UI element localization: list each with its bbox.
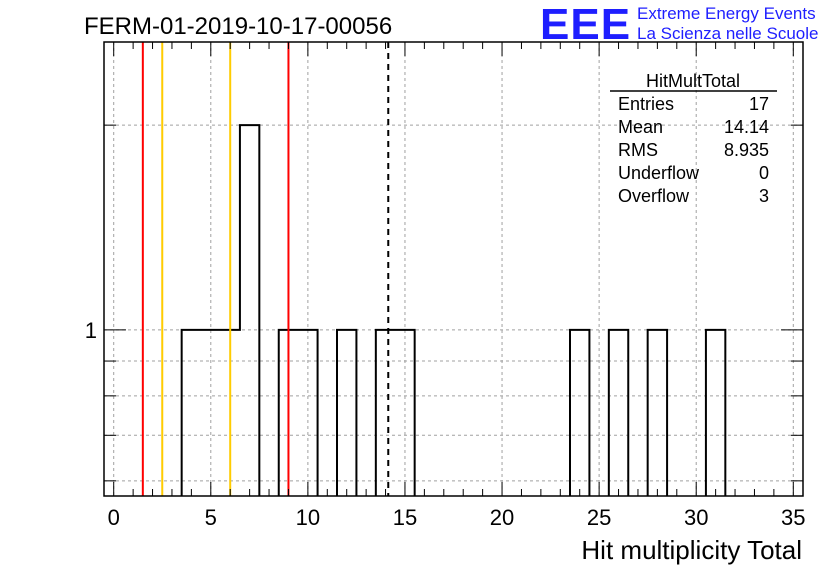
x-tick-label: 0 — [108, 505, 120, 530]
eee-logo-line1: Extreme Energy Events — [637, 4, 816, 23]
plot-frame — [103, 41, 804, 497]
stats-row-label: Overflow — [618, 186, 690, 206]
x-tick-label: 5 — [205, 505, 217, 530]
stats-row-value: 17 — [749, 94, 769, 114]
stats-row-label: RMS — [618, 140, 658, 160]
histogram-bin — [706, 330, 725, 496]
stats-box: HitMultTotal Entries 17 Mean 14.14 RMS 8.935 U… — [610, 71, 777, 206]
x-tick-label: 25 — [587, 505, 611, 530]
histogram-bin — [376, 330, 415, 496]
y-tick-label: 1 — [85, 318, 97, 343]
histogram-bin — [240, 125, 259, 496]
x-tick-label: 30 — [684, 505, 708, 530]
axis-ticks: 0 5 10 15 20 25 30 351 — [85, 42, 806, 530]
stats-row-label: Mean — [618, 117, 663, 137]
stats-row-label: Underflow — [618, 163, 700, 183]
histogram-bin — [609, 330, 628, 496]
histogram-bars — [180, 124, 727, 496]
x-tick-label: 15 — [393, 505, 417, 530]
histogram-bin — [337, 330, 356, 496]
stats-row-value: 8.935 — [724, 140, 769, 160]
eee-logo: EEE Extreme Energy Events La Scienza nel… — [540, 0, 818, 49]
x-axis-label: Hit multiplicity Total — [581, 535, 802, 565]
plot-frame-rect — [103, 41, 804, 497]
grid — [104, 42, 803, 496]
histogram-bin — [648, 330, 667, 496]
chart-title: FERM-01-2019-10-17-00056 — [84, 13, 392, 40]
stats-row-value: 14.14 — [724, 117, 769, 137]
stats-row-value: 0 — [759, 163, 769, 183]
stats-row-label: Entries — [618, 94, 674, 114]
histogram-outline — [180, 124, 727, 496]
marker-lines — [141, 42, 390, 496]
x-tick-label: 10 — [296, 505, 320, 530]
x-tick-label: 20 — [490, 505, 514, 530]
stats-title: HitMultTotal — [646, 71, 740, 91]
eee-logo-mark: EEE — [540, 0, 631, 49]
stats-row-value: 3 — [759, 186, 769, 206]
eee-logo-line2: La Scienza nelle Scuole — [637, 24, 818, 43]
x-tick-label: 35 — [781, 505, 805, 530]
histogram-bin — [279, 330, 318, 496]
histogram-bin — [570, 330, 589, 496]
stats-rows: Entries 17 Mean 14.14 RMS 8.935 Underflow 0 Over… — [618, 94, 769, 206]
